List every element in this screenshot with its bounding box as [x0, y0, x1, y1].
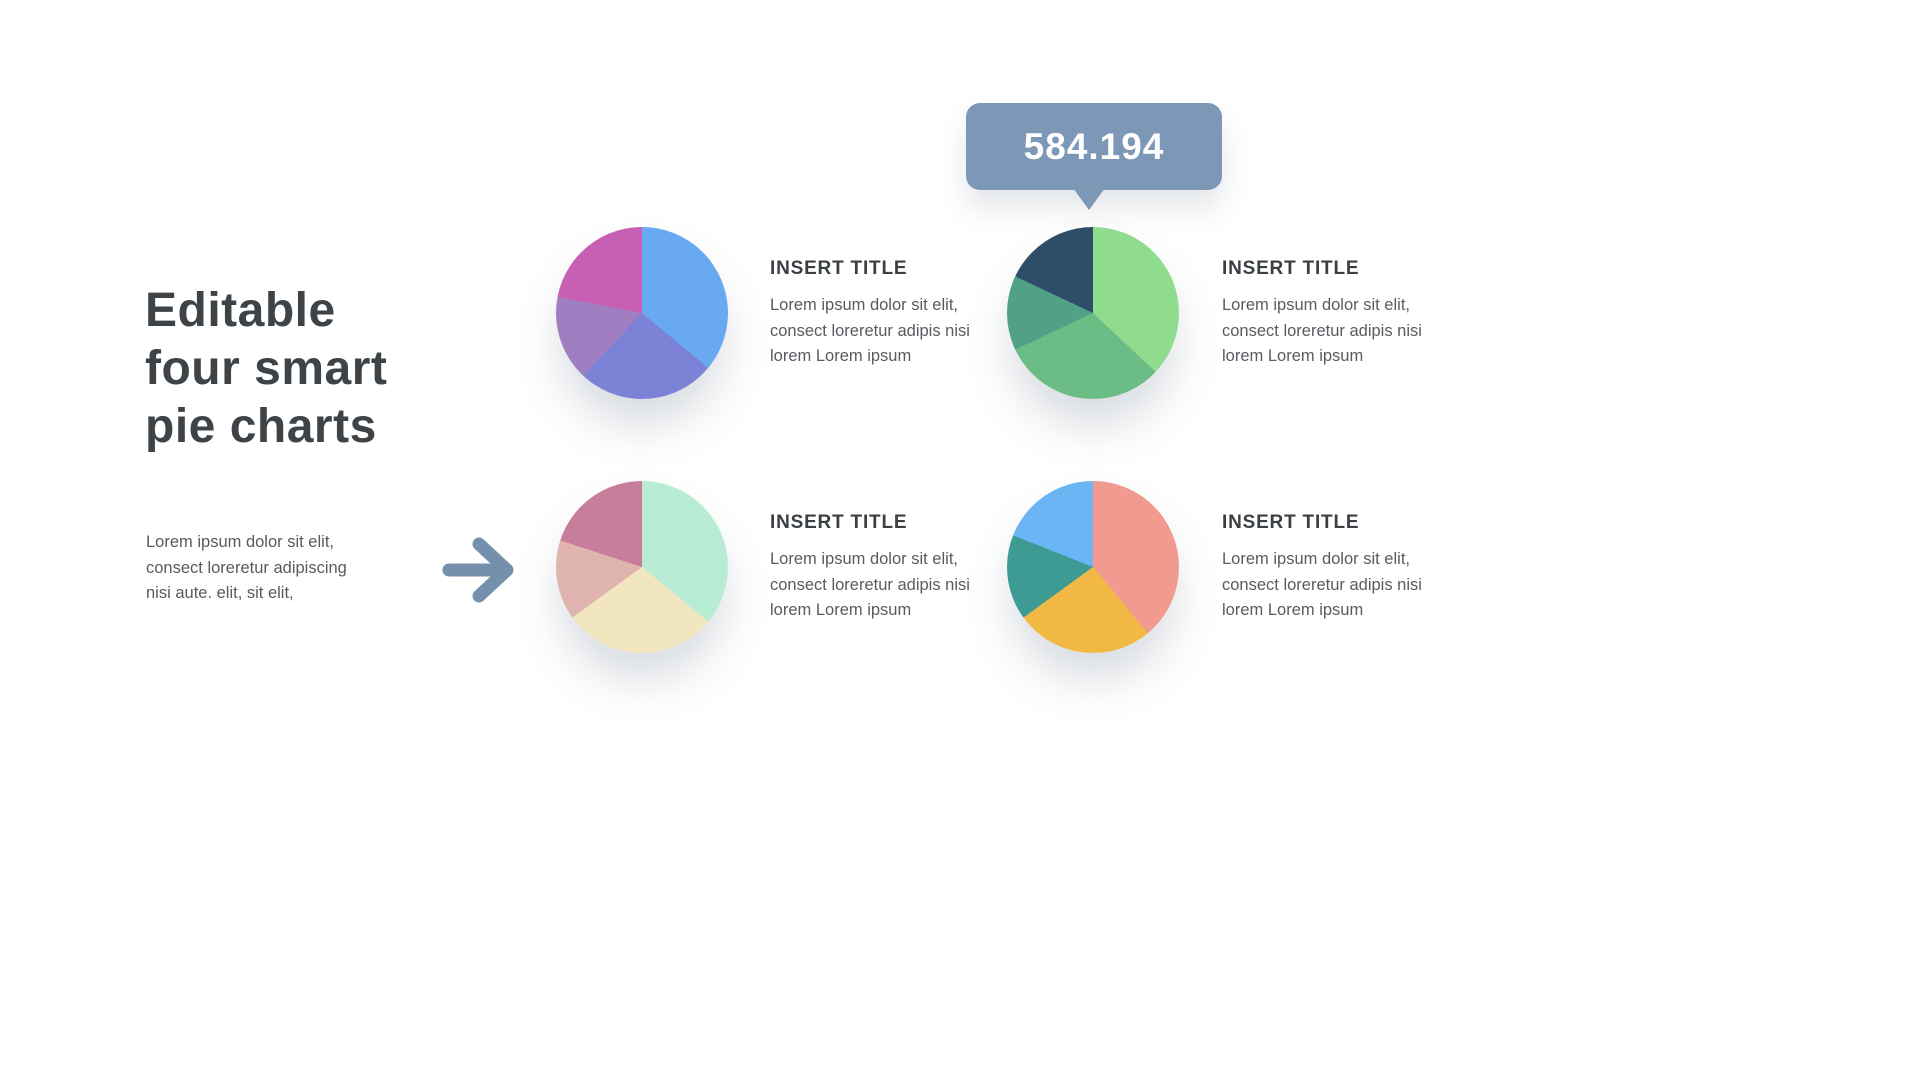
pie-chart-3 — [556, 481, 728, 653]
arrow-icon — [442, 537, 514, 603]
page-title: Editable four smart pie charts — [145, 284, 388, 453]
value-callout: 584.194 — [966, 103, 1222, 210]
chart-title: INSERT TITLE — [1222, 258, 1360, 279]
chart-description: Lorem ipsum dolor sit elit, consect lore… — [1222, 296, 1422, 365]
chart-description: Lorem ipsum dolor sit elit, consect lore… — [1222, 550, 1422, 619]
chart-description: Lorem ipsum dolor sit elit, consect lore… — [770, 296, 970, 365]
pie-chart-1 — [556, 227, 728, 399]
callout-value: 584.194 — [1023, 125, 1165, 167]
pie-chart-2 — [1007, 227, 1179, 399]
pie-chart-4 — [1007, 481, 1179, 653]
chart-text-block-3: INSERT TITLE Lorem ipsum dolor sit elit,… — [770, 512, 1000, 624]
callout-tail-icon — [1072, 188, 1105, 210]
chart-text-block-2: INSERT TITLE Lorem ipsum dolor sit elit,… — [1222, 258, 1452, 370]
intro-text: Lorem ipsum dolor sit elit, consect lore… — [146, 533, 347, 602]
chart-text-block-4: INSERT TITLE Lorem ipsum dolor sit elit,… — [1222, 512, 1452, 624]
chart-description: Lorem ipsum dolor sit elit, consect lore… — [770, 550, 970, 619]
chart-text-block-1: INSERT TITLE Lorem ipsum dolor sit elit,… — [770, 258, 1000, 370]
chart-title: INSERT TITLE — [1222, 512, 1360, 533]
chart-title: INSERT TITLE — [770, 258, 908, 279]
chart-title: INSERT TITLE — [770, 512, 908, 533]
